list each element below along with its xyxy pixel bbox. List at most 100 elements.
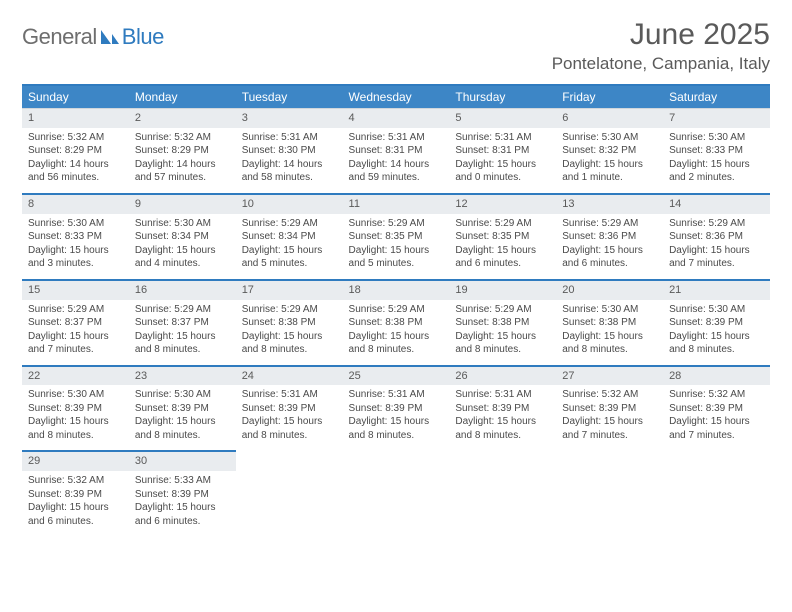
daylight-line: Daylight: 14 hours and 56 minutes. <box>28 158 123 185</box>
daylight-line: Daylight: 15 hours and 6 minutes. <box>562 244 657 271</box>
calendar-table: Sunday Monday Tuesday Wednesday Thursday… <box>22 84 770 536</box>
daylight-line: Daylight: 15 hours and 8 minutes. <box>135 415 230 442</box>
day-body: Sunrise: 5:31 AMSunset: 8:30 PMDaylight:… <box>236 128 343 193</box>
calendar-cell: 27Sunrise: 5:32 AMSunset: 8:39 PMDayligh… <box>556 365 663 451</box>
daylight-line: Daylight: 14 hours and 59 minutes. <box>349 158 444 185</box>
sunset-line: Sunset: 8:38 PM <box>455 316 550 330</box>
sunrise-line: Sunrise: 5:33 AM <box>135 474 230 488</box>
daylight-line: Daylight: 15 hours and 3 minutes. <box>28 244 123 271</box>
day-body: Sunrise: 5:32 AMSunset: 8:39 PMDaylight:… <box>663 385 770 450</box>
day-body: Sunrise: 5:32 AMSunset: 8:39 PMDaylight:… <box>22 471 129 536</box>
day-body: Sunrise: 5:31 AMSunset: 8:31 PMDaylight:… <box>449 128 556 193</box>
sunset-line: Sunset: 8:33 PM <box>28 230 123 244</box>
month-title: June 2025 <box>552 18 770 52</box>
sunset-line: Sunset: 8:39 PM <box>669 402 764 416</box>
weekday-header-row: Sunday Monday Tuesday Wednesday Thursday… <box>22 85 770 108</box>
day-number: 8 <box>22 193 129 214</box>
calendar-cell: 5Sunrise: 5:31 AMSunset: 8:31 PMDaylight… <box>449 108 556 193</box>
day-number: 4 <box>343 108 450 128</box>
day-number: 10 <box>236 193 343 214</box>
calendar-cell: 1Sunrise: 5:32 AMSunset: 8:29 PMDaylight… <box>22 108 129 193</box>
calendar-cell <box>343 450 450 536</box>
weekday-header: Friday <box>556 85 663 108</box>
sunrise-line: Sunrise: 5:32 AM <box>135 131 230 145</box>
day-number: 12 <box>449 193 556 214</box>
sunrise-line: Sunrise: 5:31 AM <box>242 131 337 145</box>
calendar-cell: 21Sunrise: 5:30 AMSunset: 8:39 PMDayligh… <box>663 279 770 365</box>
logo-text-general: General <box>22 24 97 50</box>
sunrise-line: Sunrise: 5:29 AM <box>669 217 764 231</box>
calendar-cell: 19Sunrise: 5:29 AMSunset: 8:38 PMDayligh… <box>449 279 556 365</box>
calendar-cell: 6Sunrise: 5:30 AMSunset: 8:32 PMDaylight… <box>556 108 663 193</box>
day-body: Sunrise: 5:31 AMSunset: 8:31 PMDaylight:… <box>343 128 450 193</box>
calendar-cell: 29Sunrise: 5:32 AMSunset: 8:39 PMDayligh… <box>22 450 129 536</box>
calendar-cell: 3Sunrise: 5:31 AMSunset: 8:30 PMDaylight… <box>236 108 343 193</box>
weekday-header: Tuesday <box>236 85 343 108</box>
sunrise-line: Sunrise: 5:31 AM <box>455 131 550 145</box>
sunset-line: Sunset: 8:36 PM <box>669 230 764 244</box>
sunrise-line: Sunrise: 5:29 AM <box>242 217 337 231</box>
sunrise-line: Sunrise: 5:30 AM <box>28 388 123 402</box>
sunrise-line: Sunrise: 5:29 AM <box>349 217 444 231</box>
day-body: Sunrise: 5:32 AMSunset: 8:29 PMDaylight:… <box>129 128 236 193</box>
daylight-line: Daylight: 15 hours and 7 minutes. <box>28 330 123 357</box>
sunset-line: Sunset: 8:38 PM <box>349 316 444 330</box>
daylight-line: Daylight: 15 hours and 4 minutes. <box>135 244 230 271</box>
sunrise-line: Sunrise: 5:29 AM <box>455 303 550 317</box>
weekday-header: Thursday <box>449 85 556 108</box>
day-body: Sunrise: 5:29 AMSunset: 8:36 PMDaylight:… <box>556 214 663 279</box>
daylight-line: Daylight: 15 hours and 8 minutes. <box>455 415 550 442</box>
sunset-line: Sunset: 8:34 PM <box>242 230 337 244</box>
calendar-row: 8Sunrise: 5:30 AMSunset: 8:33 PMDaylight… <box>22 193 770 279</box>
day-number: 26 <box>449 365 556 386</box>
day-body: Sunrise: 5:29 AMSunset: 8:38 PMDaylight:… <box>449 300 556 365</box>
calendar-cell: 11Sunrise: 5:29 AMSunset: 8:35 PMDayligh… <box>343 193 450 279</box>
weekday-header: Sunday <box>22 85 129 108</box>
calendar-cell: 28Sunrise: 5:32 AMSunset: 8:39 PMDayligh… <box>663 365 770 451</box>
day-body: Sunrise: 5:30 AMSunset: 8:39 PMDaylight:… <box>129 385 236 450</box>
weekday-header: Wednesday <box>343 85 450 108</box>
daylight-line: Daylight: 15 hours and 8 minutes. <box>242 415 337 442</box>
title-block: June 2025 Pontelatone, Campania, Italy <box>552 18 770 74</box>
calendar-row: 22Sunrise: 5:30 AMSunset: 8:39 PMDayligh… <box>22 365 770 451</box>
sunset-line: Sunset: 8:39 PM <box>28 402 123 416</box>
sunset-line: Sunset: 8:39 PM <box>455 402 550 416</box>
calendar-cell: 18Sunrise: 5:29 AMSunset: 8:38 PMDayligh… <box>343 279 450 365</box>
day-number: 28 <box>663 365 770 386</box>
day-number: 11 <box>343 193 450 214</box>
sunset-line: Sunset: 8:39 PM <box>28 488 123 502</box>
sunset-line: Sunset: 8:35 PM <box>455 230 550 244</box>
sunset-line: Sunset: 8:31 PM <box>455 144 550 158</box>
sunrise-line: Sunrise: 5:32 AM <box>562 388 657 402</box>
daylight-line: Daylight: 14 hours and 57 minutes. <box>135 158 230 185</box>
sunset-line: Sunset: 8:35 PM <box>349 230 444 244</box>
sunset-line: Sunset: 8:32 PM <box>562 144 657 158</box>
day-body: Sunrise: 5:29 AMSunset: 8:38 PMDaylight:… <box>236 300 343 365</box>
day-number: 17 <box>236 279 343 300</box>
sunrise-line: Sunrise: 5:30 AM <box>669 303 764 317</box>
sunset-line: Sunset: 8:31 PM <box>349 144 444 158</box>
sunrise-line: Sunrise: 5:29 AM <box>455 217 550 231</box>
sunset-line: Sunset: 8:39 PM <box>562 402 657 416</box>
sunset-line: Sunset: 8:39 PM <box>135 402 230 416</box>
day-number: 16 <box>129 279 236 300</box>
calendar-cell: 24Sunrise: 5:31 AMSunset: 8:39 PMDayligh… <box>236 365 343 451</box>
day-body: Sunrise: 5:29 AMSunset: 8:37 PMDaylight:… <box>22 300 129 365</box>
day-body: Sunrise: 5:31 AMSunset: 8:39 PMDaylight:… <box>449 385 556 450</box>
calendar-cell <box>236 450 343 536</box>
header: General Blue June 2025 Pontelatone, Camp… <box>22 18 770 74</box>
day-body: Sunrise: 5:31 AMSunset: 8:39 PMDaylight:… <box>236 385 343 450</box>
day-body: Sunrise: 5:29 AMSunset: 8:36 PMDaylight:… <box>663 214 770 279</box>
weekday-header: Monday <box>129 85 236 108</box>
calendar-cell: 7Sunrise: 5:30 AMSunset: 8:33 PMDaylight… <box>663 108 770 193</box>
sunrise-line: Sunrise: 5:30 AM <box>28 217 123 231</box>
sunset-line: Sunset: 8:37 PM <box>28 316 123 330</box>
daylight-line: Daylight: 15 hours and 1 minute. <box>562 158 657 185</box>
logo: General Blue <box>22 24 164 50</box>
calendar-cell <box>556 450 663 536</box>
sunrise-line: Sunrise: 5:30 AM <box>135 217 230 231</box>
daylight-line: Daylight: 15 hours and 7 minutes. <box>669 244 764 271</box>
daylight-line: Daylight: 15 hours and 6 minutes. <box>135 501 230 528</box>
day-body: Sunrise: 5:30 AMSunset: 8:32 PMDaylight:… <box>556 128 663 193</box>
calendar-cell: 20Sunrise: 5:30 AMSunset: 8:38 PMDayligh… <box>556 279 663 365</box>
